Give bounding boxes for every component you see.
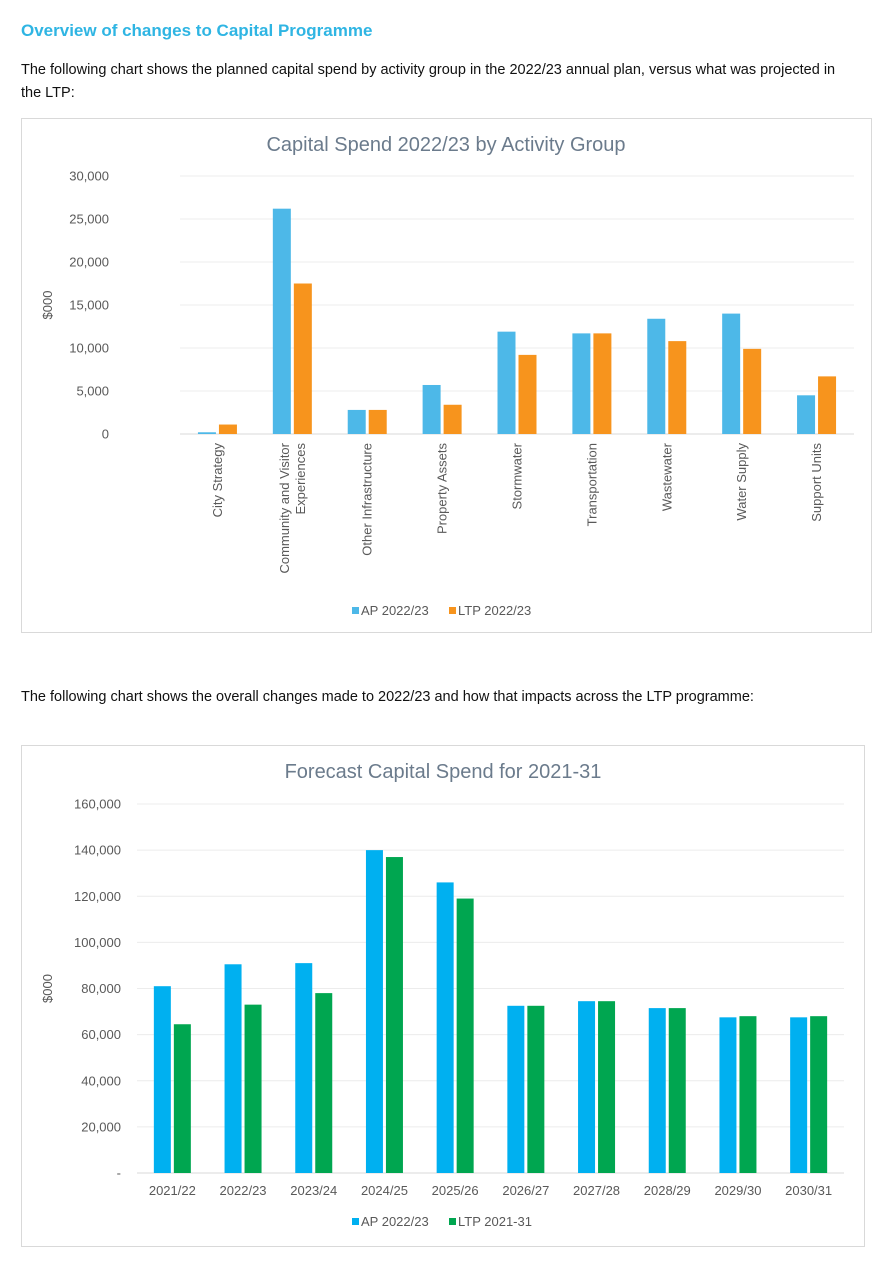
legend-swatch: [352, 607, 359, 614]
x-tick-label: 2028/29: [644, 1183, 691, 1198]
y-axis-label: $000: [40, 291, 55, 320]
bar-ap: [436, 882, 454, 1173]
activity-group-chart-svg: Capital Spend 2022/23 by Activity Group 0…: [40, 134, 854, 618]
y-tick-label: 25,000: [69, 212, 109, 227]
y-tick-label: 80,000: [81, 981, 121, 996]
x-tick-label: Stormwater: [510, 442, 525, 509]
bar-ltp: [598, 1001, 616, 1173]
bar-ap: [153, 986, 171, 1173]
forecast-chart-svg: Forecast Capital Spend for 2021-31 - 20,00…: [40, 761, 844, 1229]
bar-ltp: [315, 993, 333, 1173]
y-tick-label: 60,000: [81, 1027, 121, 1042]
bar-ltp: [293, 283, 312, 434]
x-tick-label: Water Supply: [734, 443, 749, 521]
bar-ltp: [527, 1005, 545, 1173]
bar-ap: [790, 1017, 808, 1173]
bar-ltp: [385, 857, 403, 1173]
y-tick-label: 120,000: [74, 889, 121, 904]
legend-label: LTP 2022/23: [458, 603, 531, 618]
forecast-paragraph: The following chart shows the overall ch…: [21, 689, 754, 705]
bar-ltp: [456, 898, 474, 1173]
y-tick-label: 20,000: [69, 255, 109, 270]
bar-ltp: [810, 1016, 828, 1173]
x-tick-label: Property Assets: [435, 443, 450, 535]
x-tick-label: 2021/22: [149, 1183, 196, 1198]
y-tick-label: 0: [102, 427, 109, 442]
bar-ap: [272, 208, 291, 434]
bar-ltp: [218, 424, 237, 434]
bar-ap: [197, 432, 216, 434]
bar-ap: [722, 313, 741, 434]
y-tick-label: 160,000: [74, 797, 121, 812]
bar-ap: [797, 395, 816, 434]
legend-swatch: [449, 607, 456, 614]
x-tick-label: 2030/31: [785, 1183, 832, 1198]
intro-paragraph: The following chart shows the planned ca…: [21, 62, 836, 101]
y-tick-label: 5,000: [76, 384, 109, 399]
bar-ltp: [743, 348, 762, 434]
activity-group-chart: Capital Spend 2022/23 by Activity Group 0…: [21, 118, 872, 633]
legend-label: AP 2022/23: [361, 603, 429, 618]
legend-swatch: [352, 1218, 359, 1225]
x-tick-label: City Strategy: [210, 443, 225, 518]
x-tick-label: 2029/30: [714, 1183, 761, 1198]
bar-ltp: [518, 354, 537, 434]
x-tick-label: 2022/23: [220, 1183, 267, 1198]
bar-ap: [295, 963, 313, 1173]
chart-title: Capital Spend 2022/23 by Activity Group: [266, 134, 625, 156]
y-tick-label: 40,000: [81, 1073, 121, 1088]
bar-ltp: [244, 1004, 262, 1173]
x-tick-label: 2024/25: [361, 1183, 408, 1198]
bar-ltp: [739, 1016, 757, 1173]
x-tick-label: 2023/24: [290, 1183, 337, 1198]
chart-title: Forecast Capital Spend for 2021-31: [285, 761, 602, 783]
x-tick-label: 2025/26: [432, 1183, 479, 1198]
bar-ltp: [368, 409, 387, 434]
bar-ltp: [443, 404, 462, 434]
x-tick-label: 2026/27: [502, 1183, 549, 1198]
legend-label: LTP 2021-31: [458, 1214, 532, 1229]
bar-ap: [719, 1017, 737, 1173]
bar-ap: [648, 1008, 666, 1173]
y-tick-label: 30,000: [69, 169, 109, 184]
forecast-chart: Forecast Capital Spend for 2021-31 - 20,00…: [21, 745, 865, 1247]
bar-ap: [572, 333, 591, 434]
bar-ltp: [668, 341, 687, 434]
section-heading: Overview of changes to Capital Programme: [21, 21, 373, 40]
y-tick-label: 10,000: [69, 341, 109, 356]
bar-ltp: [668, 1008, 686, 1173]
bar-ltp: [593, 333, 612, 434]
y-tick-label: 15,000: [69, 298, 109, 313]
bar-ap: [497, 331, 516, 434]
x-tick-label: Community and VisitorExperiences: [277, 442, 308, 573]
x-tick-label: 2027/28: [573, 1183, 620, 1198]
legend-swatch: [449, 1218, 456, 1225]
y-tick-label: 100,000: [74, 935, 121, 950]
bar-ap: [647, 318, 666, 434]
y-tick-label: 20,000: [81, 1119, 121, 1134]
x-tick-label: Wastewater: [659, 442, 674, 511]
bar-ap: [347, 409, 366, 434]
legend-label: AP 2022/23: [361, 1214, 429, 1229]
bar-ltp: [173, 1024, 191, 1173]
bar-ap: [365, 850, 383, 1173]
y-axis-label: $000: [40, 974, 55, 1003]
x-tick-label: Transportation: [584, 443, 599, 526]
bar-ap: [507, 1005, 525, 1173]
bar-ap: [578, 1001, 596, 1173]
bar-ltp: [818, 376, 837, 434]
x-tick-label: Other Infrastructure: [360, 443, 375, 556]
y-tick-label: -: [117, 1166, 121, 1181]
bar-ap: [422, 384, 441, 434]
bar-ap: [224, 964, 242, 1173]
y-tick-label: 140,000: [74, 843, 121, 858]
x-tick-label: Support Units: [809, 443, 824, 522]
